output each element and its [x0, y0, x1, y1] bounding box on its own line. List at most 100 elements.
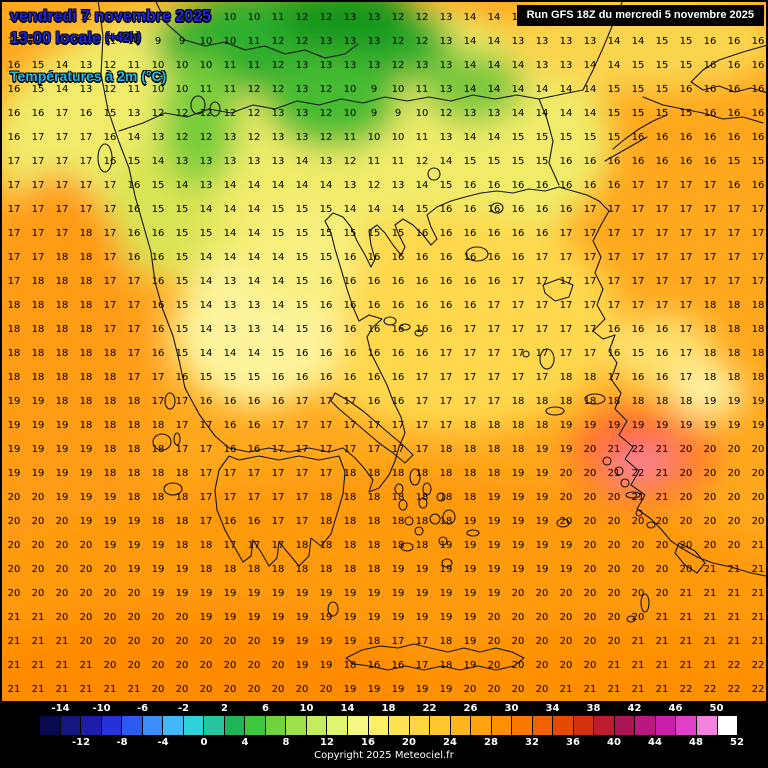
temp-value: 21 [703, 612, 717, 623]
temp-value: 17 [127, 324, 141, 335]
temp-value: 11 [223, 84, 237, 95]
temp-value: 18 [391, 516, 405, 527]
temp-value: 16 [463, 276, 477, 287]
temp-value: 19 [463, 564, 477, 575]
temp-value: 17 [559, 252, 573, 263]
temp-value: 12 [199, 132, 213, 143]
temp-value: 13 [367, 60, 381, 71]
temp-value: 13 [295, 132, 309, 143]
temp-value: 19 [439, 612, 453, 623]
temp-value: 17 [79, 180, 93, 191]
temp-value: 17 [415, 444, 429, 455]
local-time-label: 13:00 locale [10, 30, 101, 47]
temp-value: 19 [487, 588, 501, 599]
temp-value: 13 [439, 84, 453, 95]
temp-value: 16 [727, 60, 741, 71]
temp-value: 16 [583, 180, 597, 191]
temp-value: 19 [631, 420, 645, 431]
temp-value: 11 [247, 36, 261, 47]
temp-value: 19 [7, 396, 21, 407]
temp-value: 18 [487, 468, 501, 479]
temp-value: 21 [79, 684, 93, 695]
temp-value: 20 [271, 684, 285, 695]
temp-value: 20 [175, 612, 189, 623]
temp-value: 18 [415, 492, 429, 503]
temp-value: 17 [487, 396, 501, 407]
temp-value: 19 [7, 420, 21, 431]
scale-label-top: 34 [545, 703, 560, 714]
temp-value: 19 [559, 564, 573, 575]
scale-cell [635, 716, 656, 735]
temp-value: 19 [535, 444, 549, 455]
temp-value: 13 [55, 36, 69, 47]
temp-value: 17 [247, 468, 261, 479]
temp-value: 15 [607, 84, 621, 95]
temp-row: 20 20 20 20 20 19 19 19 18 18 18 18 18 18 18 18 19 19 19 19… [2, 564, 766, 576]
temp-value: 21 [679, 588, 693, 599]
temp-value: 16 [727, 108, 741, 119]
temp-value: 15 [343, 228, 357, 239]
temp-value: 17 [103, 228, 117, 239]
temp-value: 20 [223, 660, 237, 671]
temp-value: 17 [31, 228, 45, 239]
temp-value: 15 [631, 84, 645, 95]
temp-value: 19 [415, 612, 429, 623]
temp-value: 14 [535, 84, 549, 95]
temp-value: 17 [703, 204, 717, 215]
temp-value: 17 [295, 396, 309, 407]
temp-value: 16 [223, 396, 237, 407]
scale-cell [430, 716, 451, 735]
temp-value: 18 [127, 396, 141, 407]
temp-value: 17 [535, 276, 549, 287]
temp-value: 19 [463, 636, 477, 647]
scale-label-bottom: 12 [320, 737, 334, 748]
temp-value: 19 [55, 420, 69, 431]
temp-value: 20 [607, 588, 621, 599]
temp-value: 20 [535, 684, 549, 695]
temp-value: 18 [367, 516, 381, 527]
temp-value: 16 [607, 180, 621, 191]
temp-value: 14 [487, 12, 501, 23]
temp-value: 17 [271, 516, 285, 527]
temp-value: 13 [439, 12, 453, 23]
temp-value: 16 [103, 132, 117, 143]
temp-value: 20 [583, 564, 597, 575]
temp-value: 19 [391, 684, 405, 695]
temp-value: 20 [583, 636, 597, 647]
temp-value: 17 [7, 180, 21, 191]
temp-value: 15 [463, 156, 477, 167]
temp-value: 16 [535, 228, 549, 239]
temp-value: 17 [607, 204, 621, 215]
temp-value: 17 [559, 300, 573, 311]
temp-value: 18 [439, 492, 453, 503]
temp-value: 16 [367, 324, 381, 335]
temp-value: 14 [223, 348, 237, 359]
temp-value: 17 [55, 132, 69, 143]
temp-value: 20 [79, 636, 93, 647]
temp-value: 17 [655, 252, 669, 263]
temp-value: 18 [55, 252, 69, 263]
temp-value: 18 [151, 444, 165, 455]
temp-value: 20 [55, 612, 69, 623]
temp-value: 20 [487, 636, 501, 647]
temp-value: 17 [703, 228, 717, 239]
temp-value: 15 [175, 276, 189, 287]
temp-value: 21 [55, 636, 69, 647]
temp-value: 20 [31, 564, 45, 575]
temp-value: 14 [223, 180, 237, 191]
temp-value: 17 [103, 324, 117, 335]
temp-value: 17 [127, 372, 141, 383]
temp-value: 13 [439, 60, 453, 71]
temp-value: 13 [559, 60, 573, 71]
temp-value: 16 [415, 348, 429, 359]
temp-value: 17 [583, 276, 597, 287]
temp-value: 21 [607, 468, 621, 479]
temp-value: 16 [127, 180, 141, 191]
temp-value: 18 [79, 396, 93, 407]
temp-value: 16 [535, 180, 549, 191]
temp-value: 19 [463, 540, 477, 551]
temp-value: 15 [559, 132, 573, 143]
temp-value: 17 [7, 276, 21, 287]
temp-value: 16 [439, 276, 453, 287]
temp-value: 15 [271, 348, 285, 359]
